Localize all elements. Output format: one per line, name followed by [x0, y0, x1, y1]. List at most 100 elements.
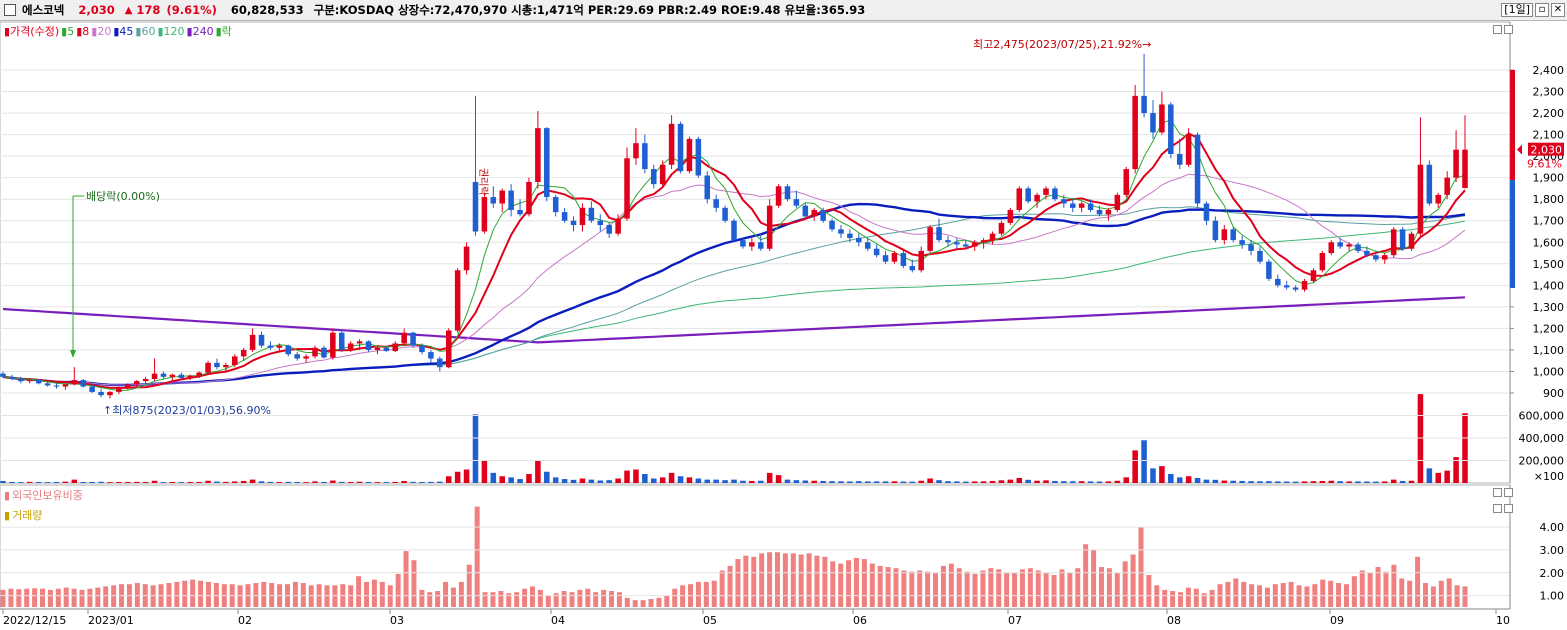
foreign-bar	[205, 581, 211, 607]
foreign-bar	[474, 506, 480, 607]
candle-body	[1176, 153, 1183, 165]
foreign-bar	[616, 592, 622, 607]
foreign-bar	[601, 589, 607, 607]
foreign-bar	[1027, 568, 1033, 607]
legend-item: 45	[119, 25, 134, 38]
foreign-bar	[664, 595, 670, 607]
foreign-bar	[1193, 588, 1199, 607]
candle-body	[1292, 287, 1299, 290]
foreign-bar	[695, 581, 701, 607]
volume-bar	[936, 480, 942, 483]
candle-body	[437, 358, 443, 368]
candle-body	[98, 391, 104, 396]
candle-body	[463, 246, 470, 271]
foreign-bar	[1407, 580, 1413, 607]
price-tick-label: 1,200	[1533, 322, 1565, 335]
pane-close-icon[interactable]	[1504, 504, 1513, 513]
rights-annotation: 권리락	[477, 168, 489, 196]
last-price-pointer-icon	[1517, 144, 1522, 155]
price-change: 178	[136, 3, 161, 17]
volume-bar	[1168, 474, 1174, 483]
volume-bar	[1141, 440, 1147, 483]
pane-close-icon[interactable]	[1504, 488, 1513, 497]
price-tick-label: 2,300	[1533, 86, 1565, 99]
foreign-bar	[1162, 589, 1168, 607]
volume-bar	[900, 481, 907, 483]
candle-body	[882, 255, 889, 262]
foreign-bar	[1012, 572, 1018, 607]
pane-minimize-icon[interactable]	[1493, 25, 1502, 34]
pane-minimize-icon[interactable]	[1493, 488, 1502, 497]
candle-body	[454, 270, 461, 331]
volume-bar	[392, 481, 399, 483]
candle-body	[1266, 261, 1272, 279]
price-tick-label: 2,100	[1533, 129, 1565, 142]
foreign-bar	[166, 583, 172, 607]
volume-bar	[740, 480, 746, 483]
volume-bar	[1105, 481, 1112, 483]
legend-marker: ▮	[215, 25, 222, 38]
x-tick-label: 2022/12/15	[3, 614, 66, 627]
volume-bar	[1319, 480, 1326, 483]
x-tick-label: 10	[1496, 614, 1510, 627]
restore-icon[interactable]: ▫	[1535, 3, 1549, 17]
candle-body	[570, 220, 577, 226]
candle-body	[258, 334, 265, 346]
candle-body	[624, 158, 630, 219]
volume-bar	[294, 481, 300, 483]
foreign-bar	[1146, 575, 1152, 607]
volume-bar	[223, 481, 229, 483]
volume-bar	[1123, 477, 1130, 483]
foreign-bar	[1114, 572, 1120, 607]
volume-bar	[160, 482, 167, 483]
foreign-legend-label: 외국인보유비중	[12, 489, 83, 502]
foreign-bar	[656, 597, 662, 607]
volume-bar	[864, 481, 871, 483]
price-tick-label: 1,000	[1533, 365, 1565, 378]
candle-body	[0, 373, 6, 377]
candle-body	[668, 123, 675, 165]
pane-close-icon[interactable]	[1504, 25, 1513, 34]
volume-bar	[116, 481, 122, 483]
candle-body	[338, 332, 345, 350]
foreign-bar	[933, 572, 939, 607]
candle-body	[1230, 229, 1236, 241]
candle-body	[1212, 220, 1219, 241]
foreign-tick-label: 1.00	[1540, 590, 1565, 603]
select-checkbox[interactable]	[4, 4, 16, 16]
volume-bar	[624, 470, 630, 483]
foreign-bar	[1383, 571, 1389, 607]
candle-body	[1239, 240, 1245, 245]
volume-bar	[793, 480, 800, 483]
candle-body	[847, 233, 853, 238]
foreign-bar	[759, 553, 765, 607]
candle-body	[1069, 203, 1076, 208]
volume-bar	[642, 474, 648, 483]
pane-minimize-icon[interactable]	[1493, 504, 1502, 513]
period-selector[interactable]: [1일]	[1501, 3, 1533, 17]
foreign-bar	[55, 588, 61, 607]
ma240-line	[2, 296, 1466, 344]
foreign-bar	[869, 563, 875, 607]
volume-bar	[374, 482, 381, 483]
candle-body	[766, 205, 773, 249]
foreign-bar	[996, 569, 1002, 607]
candle-body	[775, 186, 782, 206]
foreign-bar	[1051, 575, 1057, 607]
foreign-legend: ▮ 외국인보유비중	[4, 487, 85, 503]
price-tick-label: 1,800	[1533, 193, 1565, 206]
dividend-arrow-icon	[70, 350, 76, 358]
foreign-bar	[632, 600, 638, 607]
ma5-line	[2, 119, 1466, 392]
candle-body	[142, 379, 149, 382]
foreign-bar	[774, 552, 780, 607]
close-icon[interactable]: ✕	[1551, 3, 1565, 17]
candle-body	[811, 209, 817, 217]
candle-body	[1435, 194, 1442, 204]
candle-body	[891, 253, 898, 262]
volume-bar	[499, 476, 505, 483]
foreign-bar	[901, 570, 907, 607]
foreign-bar	[269, 583, 275, 607]
candle-body	[1052, 188, 1058, 200]
